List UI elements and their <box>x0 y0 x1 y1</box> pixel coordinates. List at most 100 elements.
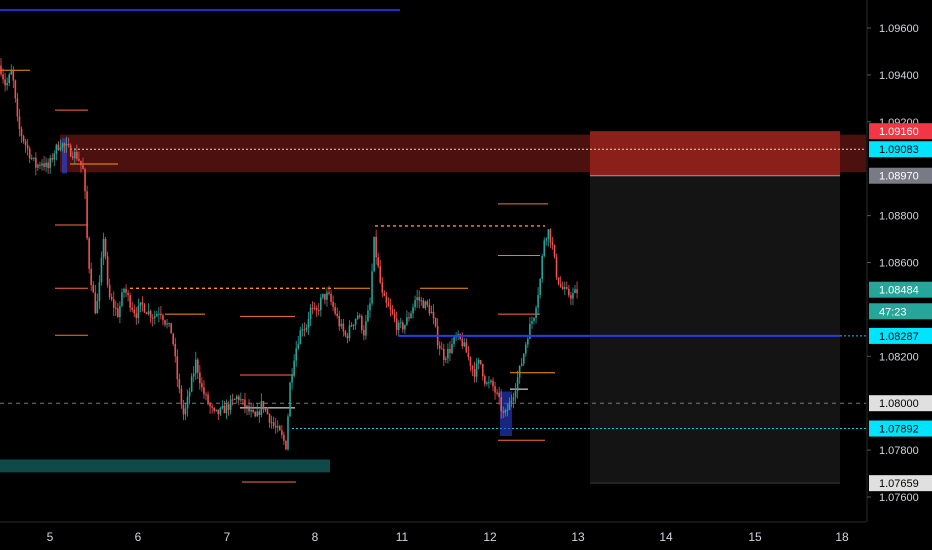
candle[interactable] <box>467 345 470 361</box>
candle[interactable] <box>16 92 19 122</box>
candle[interactable] <box>158 306 160 323</box>
candle[interactable] <box>576 281 578 299</box>
candle[interactable] <box>512 392 515 409</box>
candle[interactable] <box>363 324 365 341</box>
candle[interactable] <box>438 341 441 356</box>
candle[interactable] <box>551 236 554 250</box>
candle[interactable] <box>418 290 420 309</box>
candle[interactable] <box>49 154 51 174</box>
candle[interactable] <box>84 167 86 200</box>
candle[interactable] <box>346 332 349 344</box>
candle[interactable] <box>110 293 113 302</box>
candle[interactable] <box>410 310 412 319</box>
candle[interactable] <box>262 400 265 413</box>
candle[interactable] <box>375 229 377 265</box>
candle[interactable] <box>443 343 445 367</box>
candle[interactable] <box>557 277 560 286</box>
candle[interactable] <box>399 317 402 328</box>
candle[interactable] <box>106 251 109 288</box>
candle[interactable] <box>35 152 37 176</box>
candle[interactable] <box>465 338 468 353</box>
candle[interactable] <box>190 373 193 393</box>
candle[interactable] <box>94 284 97 315</box>
candle[interactable] <box>229 394 232 415</box>
candle[interactable] <box>473 361 476 383</box>
candle[interactable] <box>369 297 371 318</box>
candle[interactable] <box>182 399 185 421</box>
candle[interactable] <box>8 72 10 87</box>
candle[interactable] <box>488 376 490 389</box>
candle[interactable] <box>404 324 406 335</box>
candles[interactable] <box>0 57 578 451</box>
candle[interactable] <box>531 316 533 329</box>
time-axis[interactable]: 5 6 7 8 11 12 13 14 15 18 <box>0 521 866 544</box>
candle[interactable] <box>537 287 539 315</box>
candle[interactable] <box>100 251 103 286</box>
candle[interactable] <box>471 364 474 377</box>
candle[interactable] <box>533 316 535 325</box>
candle[interactable] <box>53 150 56 167</box>
candle[interactable] <box>242 398 244 406</box>
candle[interactable] <box>555 253 558 281</box>
candle[interactable] <box>397 320 400 337</box>
candle[interactable] <box>481 363 484 381</box>
candle[interactable] <box>117 303 119 319</box>
candle[interactable] <box>119 301 121 324</box>
candle[interactable] <box>516 370 519 399</box>
candle[interactable] <box>568 285 570 298</box>
demand-zone[interactable] <box>0 459 330 473</box>
candle[interactable] <box>205 392 207 401</box>
candle[interactable] <box>258 409 261 423</box>
candle[interactable] <box>112 291 115 316</box>
candle[interactable] <box>141 296 144 312</box>
candle[interactable] <box>305 324 308 333</box>
candle[interactable] <box>520 357 523 367</box>
candle[interactable] <box>334 302 336 316</box>
candle[interactable] <box>235 394 238 404</box>
candle[interactable] <box>508 397 511 411</box>
candle[interactable] <box>4 73 6 92</box>
candle[interactable] <box>293 354 295 378</box>
candle[interactable] <box>233 398 236 401</box>
candle[interactable] <box>422 297 425 309</box>
candle[interactable] <box>504 408 507 417</box>
candle[interactable] <box>371 263 373 306</box>
candle[interactable] <box>492 377 494 392</box>
candle[interactable] <box>88 236 90 274</box>
candle[interactable] <box>256 403 259 417</box>
candle[interactable] <box>453 335 455 347</box>
candle[interactable] <box>197 357 199 380</box>
candle[interactable] <box>570 291 572 306</box>
candle[interactable] <box>547 229 550 247</box>
candle[interactable] <box>541 253 543 283</box>
candle[interactable] <box>201 377 203 392</box>
candle[interactable] <box>338 310 341 331</box>
candle[interactable] <box>65 136 68 153</box>
candle[interactable] <box>209 402 211 414</box>
candle[interactable] <box>244 393 246 414</box>
candle[interactable] <box>291 368 293 390</box>
candle[interactable] <box>174 337 177 363</box>
candle[interactable] <box>506 403 509 417</box>
candle[interactable] <box>20 126 23 143</box>
candle[interactable] <box>395 311 398 336</box>
candle[interactable] <box>268 413 271 428</box>
candle[interactable] <box>69 143 72 158</box>
candle[interactable] <box>389 298 392 317</box>
candle[interactable] <box>406 310 408 326</box>
candle[interactable] <box>30 154 33 161</box>
candle[interactable] <box>14 79 17 103</box>
candle[interactable] <box>510 394 513 408</box>
candle[interactable] <box>168 322 170 327</box>
candle[interactable] <box>47 158 49 174</box>
candle[interactable] <box>490 379 492 385</box>
candle[interactable] <box>289 381 291 417</box>
candle[interactable] <box>57 141 60 152</box>
candle[interactable] <box>0 57 2 77</box>
candle[interactable] <box>162 313 164 326</box>
candle[interactable] <box>451 338 453 355</box>
candle[interactable] <box>352 324 355 331</box>
candle[interactable] <box>477 357 480 370</box>
candle[interactable] <box>381 277 384 298</box>
candle[interactable] <box>125 284 127 298</box>
